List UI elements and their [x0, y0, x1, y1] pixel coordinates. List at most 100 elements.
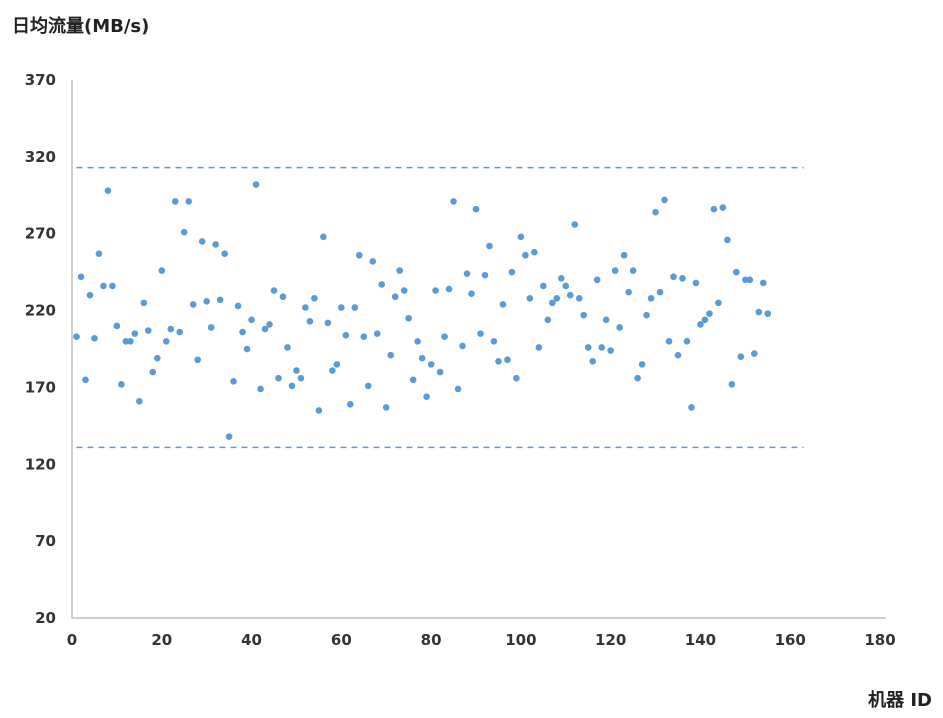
x-tick-label: 40: [241, 631, 262, 649]
data-point: [611, 267, 619, 274]
y-tick-label: 220: [25, 302, 56, 320]
data-point: [266, 321, 273, 328]
data-point: [495, 357, 502, 365]
data-point: [297, 374, 305, 382]
y-tick-label: 120: [25, 455, 56, 473]
y-tick-labels: 20 70 120 170 220 270 320 370: [25, 71, 56, 627]
data-point: [284, 344, 291, 351]
data-point: [320, 233, 327, 241]
data-point: [566, 291, 574, 299]
data-point: [544, 316, 552, 324]
data-point: [764, 310, 772, 317]
data-point: [176, 328, 184, 336]
data-point: [643, 311, 650, 319]
data-point: [504, 356, 511, 364]
data-point: [369, 258, 377, 265]
data-point: [252, 181, 260, 188]
data-point: [153, 354, 161, 362]
data-point: [683, 338, 691, 345]
data-point: [378, 281, 386, 288]
x-tick-label: 120: [595, 631, 626, 649]
data-point: [598, 344, 605, 351]
data-point: [405, 314, 412, 322]
data-point: [629, 267, 637, 274]
x-tick-labels: 0 20 40 60 80 100 120 140 160 180: [67, 631, 896, 649]
data-point: [701, 316, 709, 324]
y-axis-title: 日均流量(MB/s): [12, 15, 149, 37]
data-point: [167, 325, 175, 333]
x-tick-label: 100: [505, 631, 536, 649]
y-tick-label: 370: [25, 71, 56, 89]
data-point: [423, 393, 430, 400]
data-point: [391, 293, 399, 301]
y-tick-label: 70: [35, 532, 56, 550]
data-point: [109, 282, 116, 290]
data-point: [118, 381, 125, 388]
data-point: [180, 228, 188, 236]
data-point: [400, 287, 408, 294]
data-point: [230, 377, 237, 385]
data-point: [472, 205, 480, 213]
x-tick-label: 20: [151, 631, 172, 649]
data-point: [136, 397, 143, 405]
data-point: [104, 187, 112, 194]
data-point: [710, 205, 718, 213]
data-point: [364, 382, 372, 390]
data-point: [571, 221, 579, 228]
data-point: [759, 279, 767, 287]
data-points: [73, 181, 772, 440]
data-point: [347, 401, 354, 408]
data-point: [540, 282, 547, 290]
data-point: [436, 368, 444, 376]
data-point: [751, 350, 758, 357]
data-point: [652, 208, 659, 216]
data-point: [715, 299, 722, 307]
data-point: [589, 357, 597, 365]
data-point: [647, 294, 655, 302]
y-tick-label: 320: [25, 148, 56, 166]
data-point: [661, 196, 668, 204]
data-point: [207, 324, 215, 331]
data-point: [329, 367, 336, 374]
data-point: [441, 333, 448, 341]
x-tick-label: 80: [421, 631, 442, 649]
x-tick-label: 180: [864, 631, 895, 649]
data-point: [409, 376, 417, 384]
data-point: [248, 316, 255, 324]
data-point: [306, 318, 314, 325]
data-point: [584, 344, 592, 351]
data-point: [755, 308, 763, 316]
data-point: [387, 351, 395, 359]
data-point: [86, 291, 94, 299]
data-point: [517, 233, 525, 241]
data-point: [418, 354, 426, 362]
data-point: [607, 347, 614, 354]
data-point: [212, 241, 219, 248]
data-point: [580, 311, 588, 319]
data-point: [522, 251, 529, 259]
data-point: [77, 273, 85, 281]
data-point: [513, 374, 520, 382]
data-point: [234, 302, 242, 310]
data-point: [486, 242, 493, 250]
data-point: [140, 299, 148, 307]
data-point: [481, 271, 489, 279]
data-point: [454, 385, 462, 393]
data-point: [656, 288, 664, 296]
data-point: [463, 270, 471, 277]
data-point: [477, 330, 484, 337]
data-point: [535, 344, 543, 351]
data-point: [149, 368, 157, 376]
data-point: [198, 238, 206, 245]
data-point: [575, 294, 583, 302]
data-point: [557, 274, 565, 282]
data-point: [257, 385, 264, 393]
data-point: [490, 338, 498, 345]
data-point: [342, 331, 350, 339]
data-point: [302, 304, 309, 311]
data-point: [333, 361, 341, 368]
data-point: [279, 293, 287, 301]
data-point: [113, 322, 121, 330]
data-point: [737, 353, 745, 360]
data-point: [100, 282, 107, 290]
